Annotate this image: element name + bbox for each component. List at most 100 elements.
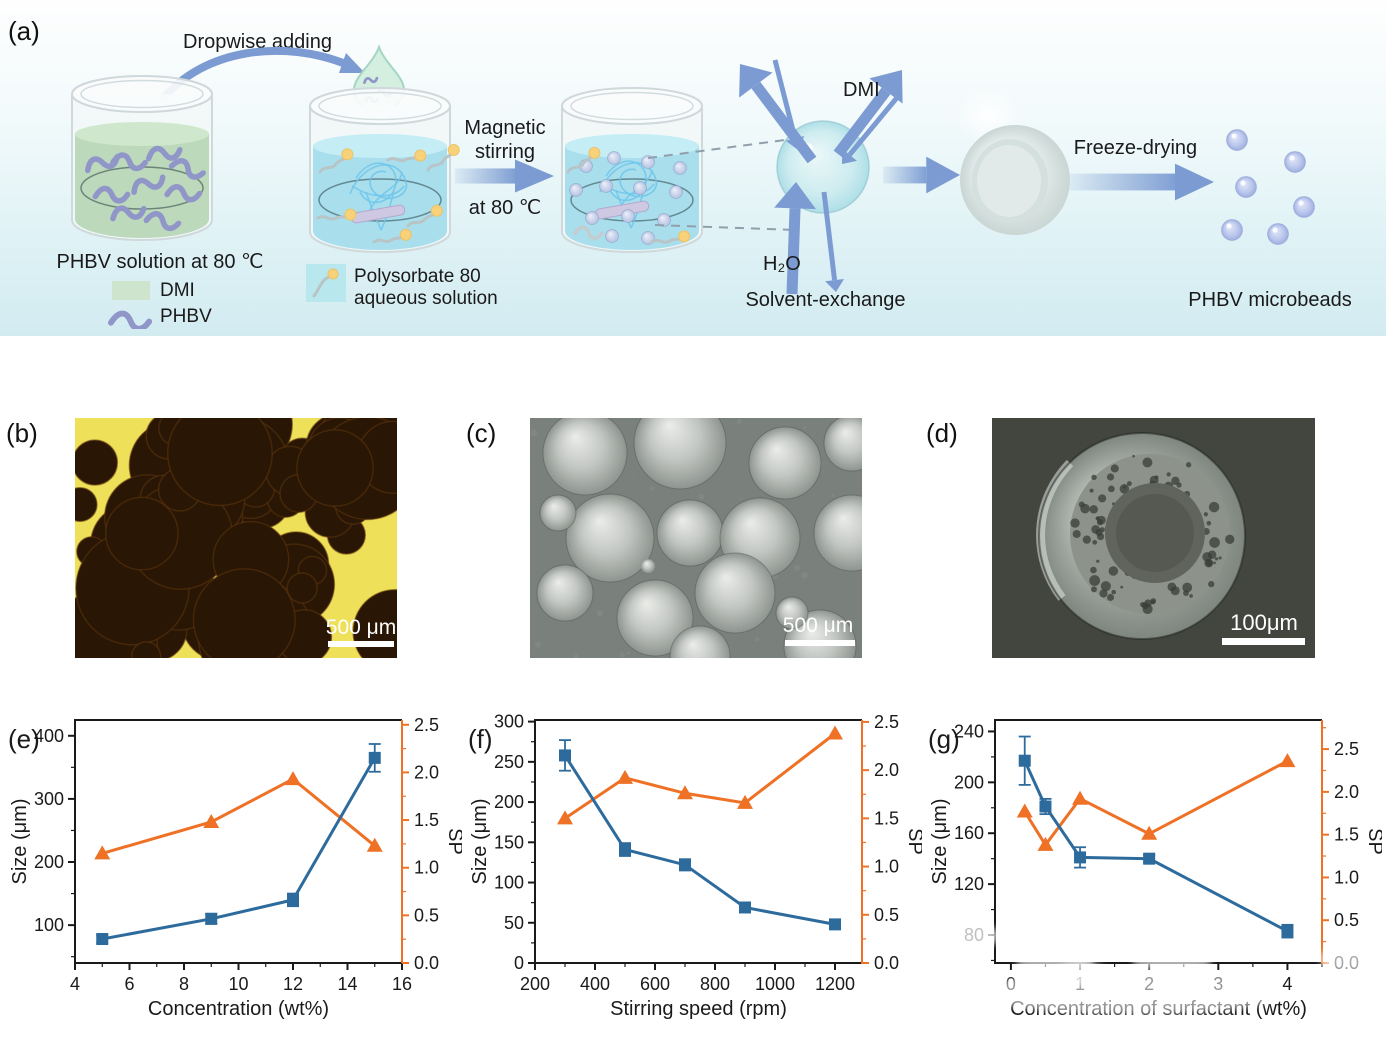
polysorbate-legend-label: Polysorbate 80 aqueous solution <box>354 266 498 309</box>
svg-text:2.0: 2.0 <box>1334 782 1359 802</box>
svg-text:500 μm: 500 μm <box>326 616 396 639</box>
svg-text:100: 100 <box>494 873 524 893</box>
svg-text:400: 400 <box>580 974 610 994</box>
microbeads-label: PHBV microbeads <box>1188 289 1352 311</box>
svg-text:250: 250 <box>494 752 524 772</box>
h2o-arrow-label: H₂O <box>763 253 801 275</box>
svg-text:Size (μm): Size (μm) <box>469 799 491 885</box>
svg-text:4: 4 <box>70 974 80 994</box>
at-80c-label: at 80 ℃ <box>468 197 542 219</box>
svg-text:SP: SP <box>1364 828 1382 855</box>
svg-text:200: 200 <box>520 974 550 994</box>
dmi-arrow-label: DMI <box>843 79 880 101</box>
svg-text:1.5: 1.5 <box>874 808 899 828</box>
beaker-polysorbate <box>300 80 464 260</box>
svg-text:1: 1 <box>1075 974 1085 994</box>
phbv-legend-squiggle <box>105 303 155 332</box>
svg-text:0.0: 0.0 <box>1334 953 1359 973</box>
beaker1-caption: PHBV solution at 80 ℃ <box>56 251 264 273</box>
solvent-exchange-label: Solvent-exchange <box>745 289 906 311</box>
polysorbate-legend-swatch <box>306 264 346 302</box>
magnetic-stirring-label: Magnetic stirring <box>464 117 546 163</box>
svg-text:300: 300 <box>494 712 524 732</box>
svg-text:3: 3 <box>1213 974 1223 994</box>
svg-text:100: 100 <box>34 915 64 935</box>
svg-text:400: 400 <box>34 726 64 746</box>
sem-cross-section-image: 100μm <box>992 418 1315 658</box>
dmi-legend-swatch <box>112 281 150 300</box>
svg-text:300: 300 <box>34 789 64 809</box>
freeze-drying-label: Freeze-drying <box>1073 137 1198 159</box>
svg-text:2: 2 <box>1144 974 1154 994</box>
svg-text:1000: 1000 <box>755 974 795 994</box>
svg-text:1.5: 1.5 <box>414 810 439 830</box>
svg-text:200: 200 <box>494 792 524 812</box>
svg-text:1200: 1200 <box>815 974 855 994</box>
svg-text:(g): (g) <box>928 724 960 754</box>
panel-c-label: (c) <box>466 418 497 448</box>
svg-text:(e): (e) <box>8 724 40 754</box>
svg-text:100μm: 100μm <box>1230 610 1298 635</box>
svg-text:Concentration (wt%): Concentration (wt%) <box>148 998 329 1020</box>
svg-text:1.0: 1.0 <box>874 857 899 877</box>
svg-text:Stirring speed (rpm): Stirring speed (rpm) <box>610 998 787 1020</box>
svg-text:150: 150 <box>494 832 524 852</box>
stirring-arrow <box>455 158 555 194</box>
panel-d-label: (d) <box>926 418 958 448</box>
svg-text:0.5: 0.5 <box>414 905 439 925</box>
magnifier-dashed-lines <box>600 120 810 240</box>
svg-text:8: 8 <box>179 974 189 994</box>
optical-micrograph-image: 500 μm <box>48 377 438 700</box>
dropwise-adding-label: Dropwise adding <box>183 31 332 53</box>
svg-text:200: 200 <box>34 852 64 872</box>
svg-text:SP: SP <box>904 828 922 855</box>
panel-b-label: (b) <box>6 418 38 448</box>
to-sphere-arrow <box>883 155 961 195</box>
chart-size-vs-concentration: 4 6 8 10 12 14 16 100 200 300 400 0.0 0.5 1.0 1.5 2.0 2.… <box>0 700 466 1040</box>
freeze-drying-arrow <box>1070 162 1215 202</box>
svg-text:4: 4 <box>1282 974 1292 994</box>
microbeads-cluster <box>1212 120 1332 246</box>
svg-text:600: 600 <box>640 974 670 994</box>
svg-text:2.5: 2.5 <box>874 712 899 732</box>
svg-text:12: 12 <box>283 974 303 994</box>
beaker-emulsion <box>552 80 716 260</box>
svg-text:2.0: 2.0 <box>414 762 439 782</box>
phbv-legend-label: PHBV <box>160 306 212 327</box>
chart-size-vs-stirring-speed: 200 400 600 800 1000 1200 0 50 100 150 200 250 300 0.… <box>460 700 926 1040</box>
solvent-exchange-bubble <box>700 42 940 317</box>
svg-text:0: 0 <box>1006 974 1016 994</box>
svg-text:0.0: 0.0 <box>874 953 899 973</box>
svg-text:16: 16 <box>392 974 412 994</box>
svg-text:1.5: 1.5 <box>1334 825 1359 845</box>
svg-text:Concentration of surfactant (w: Concentration of surfactant (wt%) <box>1010 998 1307 1020</box>
svg-text:10: 10 <box>228 974 248 994</box>
svg-text:80: 80 <box>964 925 984 945</box>
wet-microbead-sphere <box>958 124 1074 238</box>
svg-text:800: 800 <box>700 974 730 994</box>
sem-micrograph-image: 500 μm <box>530 396 891 687</box>
svg-text:160: 160 <box>954 823 984 843</box>
svg-text:0: 0 <box>514 953 524 973</box>
svg-text:2.0: 2.0 <box>874 760 899 780</box>
svg-text:2.5: 2.5 <box>414 715 439 735</box>
svg-text:200: 200 <box>954 772 984 792</box>
svg-text:6: 6 <box>124 974 134 994</box>
svg-text:0.5: 0.5 <box>1334 910 1359 930</box>
chart-size-vs-surfactant: 0 1 2 3 4 80 120 160 200 240 0.0 0.5 1.0 1.5 2.0 2.5 Con… <box>920 700 1386 1040</box>
svg-text:SP: SP <box>444 828 462 855</box>
svg-text:0.5: 0.5 <box>874 905 899 925</box>
svg-text:0.0: 0.0 <box>414 953 439 973</box>
svg-text:(f): (f) <box>468 724 493 754</box>
svg-text:Size (μm): Size (μm) <box>929 799 951 885</box>
svg-text:500 μm: 500 μm <box>783 614 853 637</box>
svg-text:50: 50 <box>504 913 524 933</box>
svg-text:14: 14 <box>337 974 357 994</box>
dmi-legend-label: DMI <box>160 280 195 301</box>
panel-a-label: (a) <box>8 16 40 46</box>
beaker-phbv-solution <box>62 68 234 256</box>
svg-text:Size (μm): Size (μm) <box>9 799 31 885</box>
svg-text:1.0: 1.0 <box>414 858 439 878</box>
svg-text:240: 240 <box>954 721 984 741</box>
